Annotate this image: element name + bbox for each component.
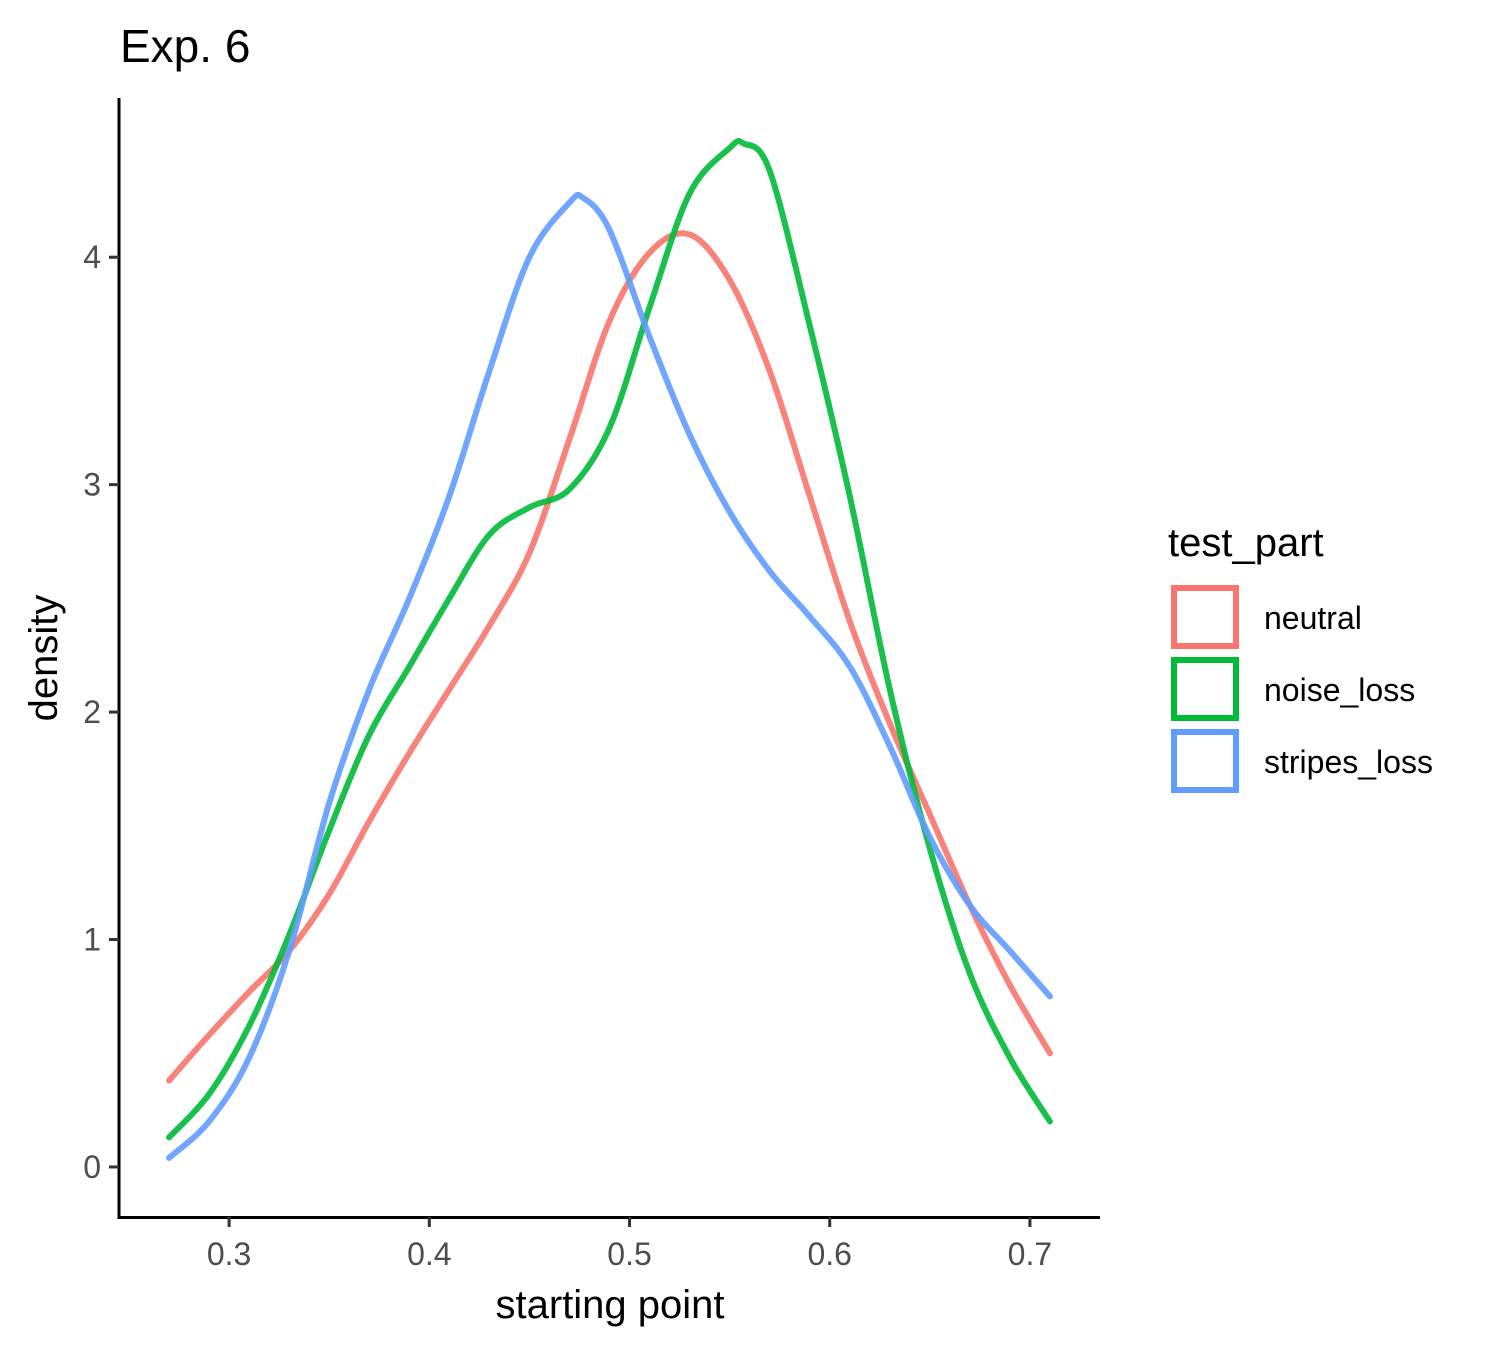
y-axis-ticks: 0 1 2 3 4 [83,239,119,1185]
legend-label-noise-loss: noise_loss [1264,672,1415,708]
x-tick-label: 0.6 [807,1236,851,1272]
y-axis-title: density [22,595,66,722]
legend-key-noise-loss [1171,657,1239,721]
y-tick-label: 0 [83,1149,101,1185]
legend-label-neutral: neutral [1264,600,1362,636]
legend-title: test_part [1168,521,1324,565]
series-line-noise-loss [166,138,1053,1141]
y-tick-label: 2 [83,694,101,730]
y-tick-label: 1 [83,922,101,958]
chart-title: Exp. 6 [120,20,250,72]
series-line-neutral [166,230,1053,1084]
legend-items: neutral noise_loss stripes_loss [1171,585,1433,793]
series-line-stripes-loss [166,191,1053,1161]
legend-label-stripes-loss: stripes_loss [1264,744,1433,780]
x-tick-label: 0.5 [607,1236,651,1272]
y-tick-label: 3 [83,467,101,503]
legend-key-stripes-loss [1171,729,1239,793]
x-tick-label: 0.7 [1008,1236,1052,1272]
x-tick-label: 0.3 [207,1236,251,1272]
legend-key-neutral [1171,585,1239,649]
plot-area [166,138,1053,1161]
y-tick-label: 4 [83,239,101,275]
x-axis-ticks: 0.3 0.4 0.5 0.6 0.7 [207,1217,1052,1272]
x-tick-label: 0.4 [407,1236,451,1272]
legend: test_part neutral noise_loss stripes_loss [1168,521,1433,793]
x-axis-title: starting point [495,1283,724,1327]
